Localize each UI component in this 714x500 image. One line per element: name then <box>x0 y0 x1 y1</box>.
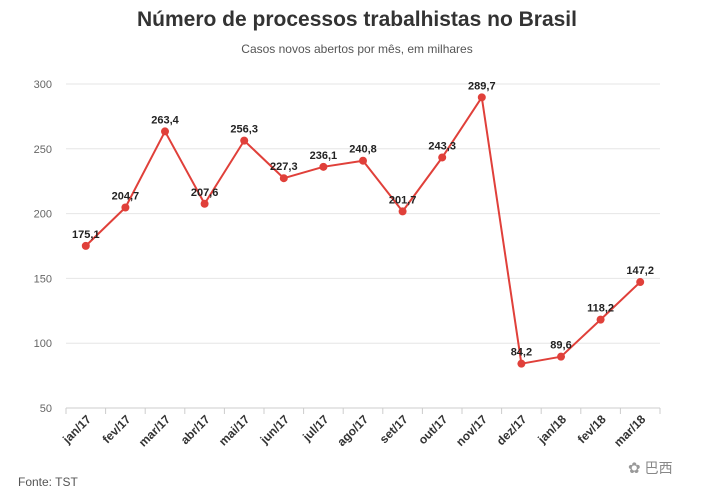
data-label: 256,3 <box>230 124 258 136</box>
data-point <box>438 153 447 162</box>
data-point <box>279 174 288 183</box>
wechat-icon: ✿ <box>628 460 641 477</box>
data-label: 227,3 <box>270 161 298 173</box>
data-point <box>359 156 367 165</box>
watermark: ✿ 巴西 <box>628 458 673 478</box>
data-point <box>477 93 486 102</box>
chart-subtitle: Casos novos abertos por mês, em milhares <box>241 42 473 56</box>
y-tick-label: 150 <box>34 273 52 285</box>
y-tick-label: 200 <box>34 209 52 221</box>
y-tick-label: 50 <box>40 403 52 415</box>
watermark-text: 巴西 <box>644 460 673 476</box>
x-tick-label: mar/17 <box>136 412 173 449</box>
x-tick-label: out/17 <box>415 412 450 447</box>
y-tick-label: 300 <box>34 79 52 91</box>
x-tick-label: dez/17 <box>494 412 530 448</box>
data-point <box>161 127 169 136</box>
x-tick-label: jun/17 <box>257 412 292 447</box>
data-label: 147,2 <box>626 265 654 277</box>
data-label: 263,4 <box>151 114 179 126</box>
data-point <box>319 162 328 171</box>
data-point <box>517 359 526 368</box>
x-tick-label: set/17 <box>377 412 411 446</box>
data-point <box>121 203 130 212</box>
data-label: 289,7 <box>468 80 496 92</box>
source-note: Fonte: TST <box>18 475 78 489</box>
chart-title: Número de processos trabalhistas no Bras… <box>137 8 577 31</box>
x-tick-label: mar/18 <box>611 412 648 449</box>
data-label: 175,1 <box>72 229 100 241</box>
data-label: 236,1 <box>310 150 338 162</box>
data-label: 89,6 <box>550 340 571 352</box>
data-point <box>636 278 645 287</box>
data-label: 118,2 <box>587 303 614 315</box>
x-tick-label: abr/17 <box>178 412 213 447</box>
y-tick-label: 250 <box>34 144 52 156</box>
data-label: 204,7 <box>112 191 140 203</box>
series-line <box>85 96 641 365</box>
x-tick-label: nov/17 <box>453 412 490 449</box>
data-label: 240,8 <box>349 144 377 156</box>
x-tick-label: jan/17 <box>59 412 94 447</box>
data-label: 201,7 <box>389 194 417 206</box>
x-tick-label: fev/17 <box>100 412 134 446</box>
y-tick-label: 100 <box>34 338 52 350</box>
data-label: 84,2 <box>511 347 532 359</box>
x-tick-label: mai/17 <box>216 412 253 449</box>
data-label: 243,3 <box>428 140 456 152</box>
x-tick-label: ago/17 <box>334 412 371 449</box>
data-point <box>596 315 605 324</box>
data-point <box>200 199 209 208</box>
x-tick-label: jul/17 <box>299 412 332 445</box>
data-point <box>398 207 407 216</box>
data-point <box>240 136 249 145</box>
data-point <box>81 241 90 250</box>
x-tick-label: jan/18 <box>534 412 569 447</box>
data-point <box>557 352 565 361</box>
x-tick-label: fev/18 <box>575 412 609 446</box>
data-label: 207,6 <box>191 187 219 199</box>
